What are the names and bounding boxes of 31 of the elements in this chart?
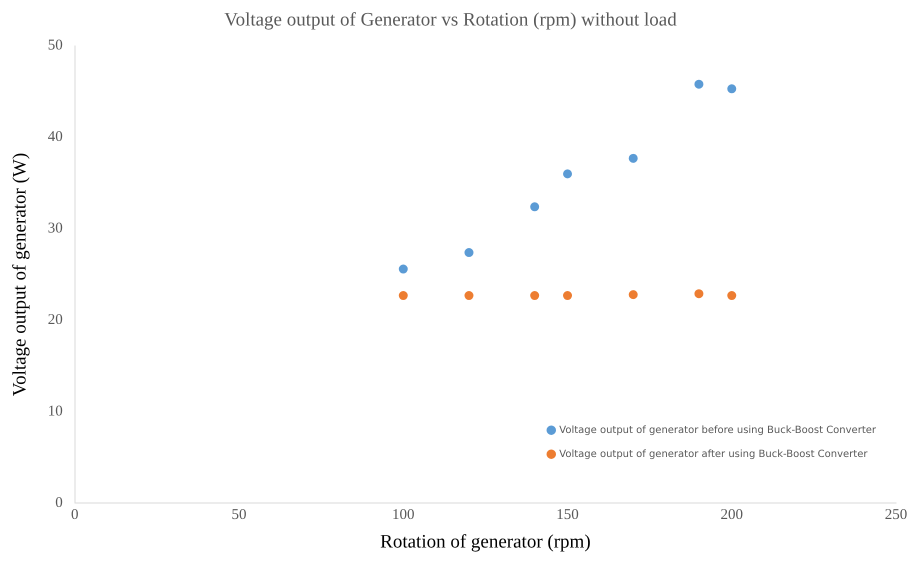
point (727, 291, 736, 300)
x-tick-label: 0 (71, 507, 79, 524)
point (727, 84, 736, 94)
point (464, 291, 474, 300)
y-tick-label: 10 (48, 404, 63, 420)
chart-title: Voltage output of Generator vs Rotation (rpm) without load (224, 9, 678, 30)
point (398, 291, 408, 300)
point (694, 289, 704, 298)
x-tick-label: 100 (392, 507, 415, 524)
y-tick-label: 50 (48, 38, 63, 54)
y-axis-title: Voltage output of generator (W) (9, 152, 30, 396)
point (530, 291, 540, 300)
x-tick-label: 200 (720, 507, 744, 524)
legend-label: Voltage output of generator after using Buck-Boost Converter (559, 448, 868, 460)
legend-label: Voltage output of generator before using Buck-Boost Converter (559, 424, 877, 436)
x-axis-title: Rotation of generator (rpm) (380, 532, 591, 553)
point (628, 290, 638, 300)
point (464, 248, 474, 258)
point (530, 202, 540, 212)
x-tick-label: 250 (884, 507, 908, 524)
x-tick-label: 50 (232, 507, 247, 524)
y-tick-label: 40 (48, 129, 63, 146)
y-tick-label: 30 (48, 220, 63, 237)
point (628, 154, 638, 163)
point (398, 264, 408, 274)
point (563, 169, 572, 178)
point (563, 291, 572, 300)
y-tick-label: 0 (55, 495, 63, 512)
y-tick-label: 20 (48, 312, 63, 328)
x-tick-label: 150 (556, 507, 579, 524)
point (694, 80, 704, 89)
